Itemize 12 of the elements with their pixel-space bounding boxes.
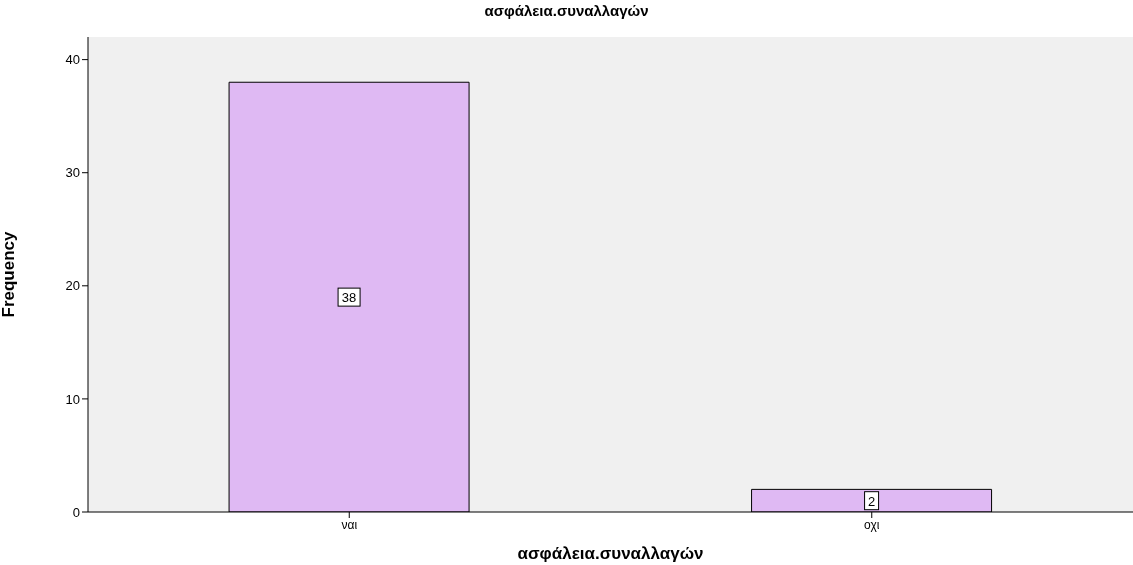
chart-title: ασφάλεια.συναλλαγών — [483, 2, 650, 19]
y-tick-label: 0 — [72, 504, 80, 520]
y-tick-label: 20 — [65, 278, 80, 294]
data-label: 38 — [341, 290, 357, 306]
x-tick-label: ναι — [341, 517, 358, 532]
x-tick-label: οχι — [864, 517, 880, 532]
y-tick-label: 40 — [65, 52, 80, 68]
y-axis-title: Frequency — [0, 230, 19, 318]
y-tick-label: 30 — [65, 165, 80, 181]
y-tick-label: 10 — [65, 391, 80, 407]
x-axis-title: ασφάλεια.συναλλαγών — [517, 544, 704, 563]
data-label: 2 — [867, 493, 876, 509]
